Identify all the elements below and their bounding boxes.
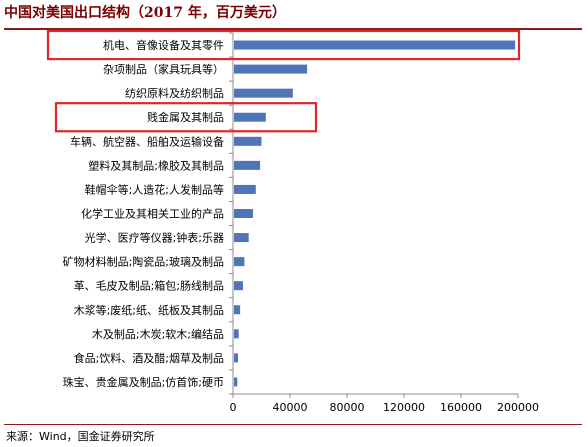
category-label: 纺织原料及纺织制品 xyxy=(125,86,224,100)
bar xyxy=(234,64,308,74)
x-tick-label: 200000 xyxy=(497,401,539,414)
bar xyxy=(234,257,245,267)
x-tick-label: 80000 xyxy=(330,401,365,414)
x-tick-label: 160000 xyxy=(440,401,482,414)
category-label: 食品;饮料、酒及醋;烟草及制品 xyxy=(74,351,224,365)
x-tick-label: 40000 xyxy=(273,401,308,414)
category-label: 光学、医疗等仪器;钟表;乐器 xyxy=(85,231,224,245)
category-label: 塑料及其制品;橡胶及其制品 xyxy=(88,158,224,172)
footer-rule xyxy=(4,424,582,425)
category-label: 革、毛皮及制品;箱包;肠线制品 xyxy=(74,279,224,293)
bar xyxy=(234,305,241,315)
category-label: 贱金属及其制品 xyxy=(147,110,224,124)
bar xyxy=(234,160,261,170)
bar xyxy=(234,329,239,339)
category-label: 车辆、航空器、船舶及运输设备 xyxy=(70,134,224,148)
category-label: 杂项制品（家具玩具等） xyxy=(103,62,224,76)
x-tick-label: 120000 xyxy=(383,401,425,414)
source-note: 来源：Wind，国金证券研究所 xyxy=(6,430,155,443)
highlight-box xyxy=(46,29,521,61)
bar xyxy=(234,209,253,218)
x-tick-label: 0 xyxy=(230,401,237,414)
bar xyxy=(234,353,238,363)
bar xyxy=(234,184,256,194)
category-label: 木浆等;废纸;纸、纸板及其制品 xyxy=(74,303,224,317)
bar xyxy=(234,281,243,291)
title-rule xyxy=(4,28,582,30)
bar xyxy=(234,88,293,98)
category-label: 珠宝、贵金属及制品;仿首饰;硬币 xyxy=(63,375,224,389)
category-label: 鞋帽伞等;人造花;人发制品等 xyxy=(85,182,224,196)
bar xyxy=(234,377,238,387)
bar xyxy=(234,40,516,50)
category-label: 机电、音像设备及其零件 xyxy=(103,38,224,52)
highlight-box xyxy=(54,102,318,133)
bar xyxy=(234,233,249,243)
bar xyxy=(234,136,262,146)
category-label: 化学工业及其相关工业的产品 xyxy=(81,207,224,221)
category-label: 矿物材料制品;陶瓷品;玻璃及制品 xyxy=(63,255,224,269)
chart-title: 中国对美国出口结构（2017 年，百万美元） xyxy=(4,5,286,21)
category-label: 木及制品;木炭;软木;编结品 xyxy=(92,327,224,341)
bar xyxy=(234,112,266,122)
